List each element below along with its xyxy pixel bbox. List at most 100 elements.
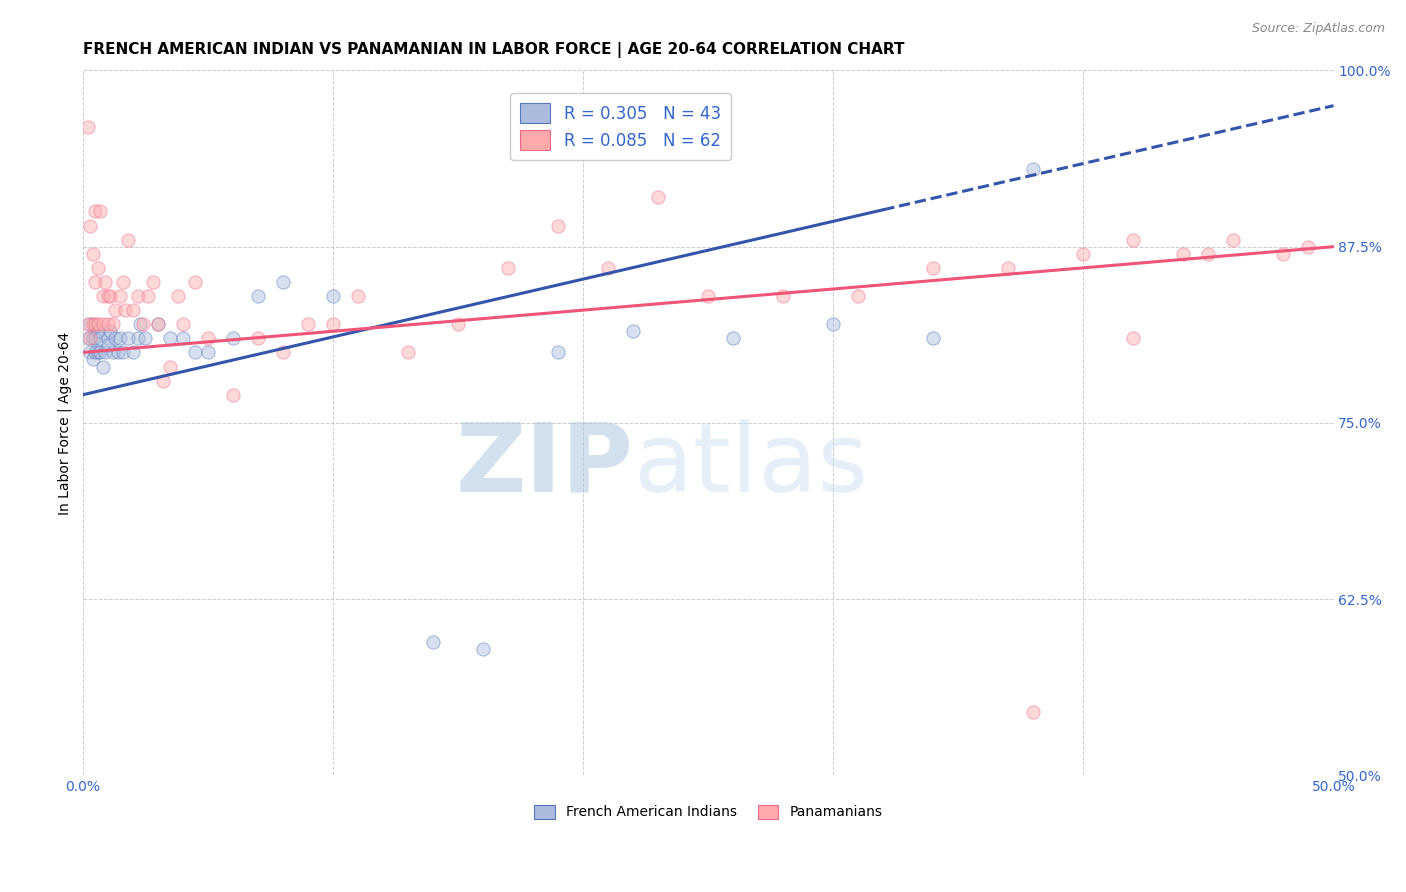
Point — [76, 318, 98, 332]
Point — [76, 120, 98, 134]
Point — [107, 345, 129, 359]
Point — [1272, 246, 1295, 260]
Point — [172, 331, 194, 345]
Point — [997, 260, 1019, 275]
Point — [87, 324, 110, 338]
Point — [82, 352, 104, 367]
Point — [772, 289, 794, 303]
Point — [184, 275, 207, 289]
Point — [87, 345, 110, 359]
Point — [104, 331, 127, 345]
Point — [823, 318, 845, 332]
Point — [347, 289, 370, 303]
Point — [1122, 233, 1144, 247]
Point — [91, 289, 114, 303]
Point — [117, 233, 139, 247]
Point — [117, 331, 139, 345]
Point — [111, 345, 134, 359]
Point — [82, 318, 104, 332]
Point — [84, 331, 107, 345]
Point — [82, 331, 104, 345]
Point — [152, 374, 174, 388]
Point — [79, 318, 101, 332]
Point — [246, 331, 269, 345]
Legend: French American Indians, Panamanians: French American Indians, Panamanians — [529, 799, 889, 825]
Text: atlas: atlas — [633, 418, 869, 512]
Text: ZIP: ZIP — [456, 418, 633, 512]
Point — [89, 204, 111, 219]
Point — [87, 260, 110, 275]
Text: Source: ZipAtlas.com: Source: ZipAtlas.com — [1251, 22, 1385, 36]
Point — [396, 345, 419, 359]
Point — [1122, 331, 1144, 345]
Point — [184, 345, 207, 359]
Point — [89, 331, 111, 345]
Point — [1022, 162, 1045, 177]
Point — [697, 289, 720, 303]
Point — [98, 324, 121, 338]
Point — [111, 275, 134, 289]
Point — [79, 331, 101, 345]
Point — [1073, 246, 1095, 260]
Point — [922, 331, 945, 345]
Point — [547, 219, 569, 233]
Point — [98, 289, 121, 303]
Point — [271, 345, 294, 359]
Point — [97, 331, 120, 345]
Point — [101, 345, 124, 359]
Point — [1197, 246, 1219, 260]
Point — [222, 388, 245, 402]
Point — [222, 331, 245, 345]
Point — [197, 345, 219, 359]
Point — [101, 318, 124, 332]
Point — [127, 289, 149, 303]
Point — [246, 289, 269, 303]
Point — [91, 318, 114, 332]
Point — [721, 331, 744, 345]
Point — [297, 318, 319, 332]
Point — [94, 275, 117, 289]
Point — [104, 303, 127, 318]
Point — [121, 303, 143, 318]
Point — [76, 331, 98, 345]
Point — [89, 345, 111, 359]
Point — [1298, 240, 1320, 254]
Point — [322, 289, 344, 303]
Point — [146, 318, 169, 332]
Point — [79, 219, 101, 233]
Point — [136, 289, 159, 303]
Point — [547, 345, 569, 359]
Point — [142, 275, 165, 289]
Point — [132, 318, 155, 332]
Point — [79, 345, 101, 359]
Point — [146, 318, 169, 332]
Point — [84, 275, 107, 289]
Point — [159, 359, 181, 374]
Point — [97, 338, 120, 352]
Point — [84, 318, 107, 332]
Point — [166, 289, 188, 303]
Point — [197, 331, 219, 345]
Point — [91, 359, 114, 374]
Point — [496, 260, 519, 275]
Point — [647, 190, 669, 204]
Point — [84, 204, 107, 219]
Point — [922, 260, 945, 275]
Point — [110, 289, 132, 303]
Point — [447, 318, 470, 332]
Point — [127, 331, 149, 345]
Point — [97, 318, 120, 332]
Point — [846, 289, 869, 303]
Point — [271, 275, 294, 289]
Point — [322, 318, 344, 332]
Point — [121, 345, 143, 359]
Point — [1022, 705, 1045, 719]
Point — [1222, 233, 1244, 247]
Y-axis label: In Labor Force | Age 20-64: In Labor Force | Age 20-64 — [58, 331, 72, 515]
Point — [159, 331, 181, 345]
Text: FRENCH AMERICAN INDIAN VS PANAMANIAN IN LABOR FORCE | AGE 20-64 CORRELATION CHAR: FRENCH AMERICAN INDIAN VS PANAMANIAN IN … — [83, 42, 904, 58]
Point — [110, 331, 132, 345]
Point — [94, 345, 117, 359]
Point — [82, 246, 104, 260]
Point — [97, 289, 120, 303]
